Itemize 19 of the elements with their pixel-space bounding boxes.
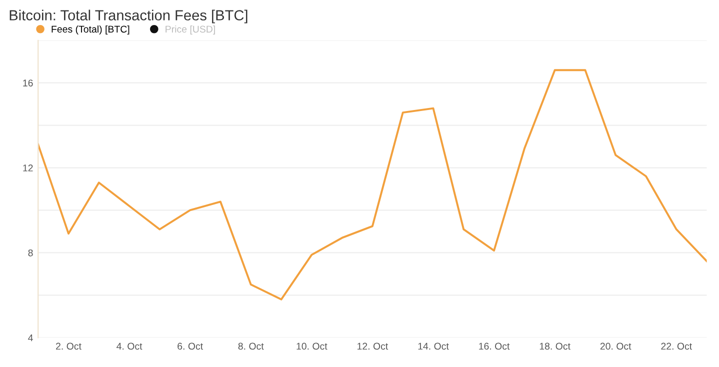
x-tick-label: 2. Oct <box>56 342 82 350</box>
legend-label: Price [USD] <box>166 25 215 35</box>
x-tick-label: 10. Oct <box>296 342 328 350</box>
y-tick-label: 8 <box>28 249 33 256</box>
x-tick-label: 22. Oct <box>661 342 692 350</box>
y-tick-label: 16 <box>23 80 33 86</box>
line-series <box>38 69 707 300</box>
x-tick-label: 14. Oct <box>418 342 449 350</box>
y-tick-label: 4 <box>28 334 33 342</box>
x-tick-label: 18. Oct <box>540 342 570 350</box>
x-tick-label: 16. Oct <box>479 342 510 350</box>
x-tick-label: 8. Oct <box>238 342 264 350</box>
chart-title: Bitcoin: Total Transaction Fees [BTC] <box>10 10 248 24</box>
x-tick-label: 12. Oct <box>358 342 388 350</box>
x-tick-label: 20. Oct <box>600 342 632 350</box>
x-tick-label: 6. Oct <box>178 342 203 350</box>
legend-label: Fees (Total) [BTC] <box>52 25 130 35</box>
y-tick-label: 12 <box>23 164 33 172</box>
x-tick-label: 4. Oct <box>116 342 142 350</box>
